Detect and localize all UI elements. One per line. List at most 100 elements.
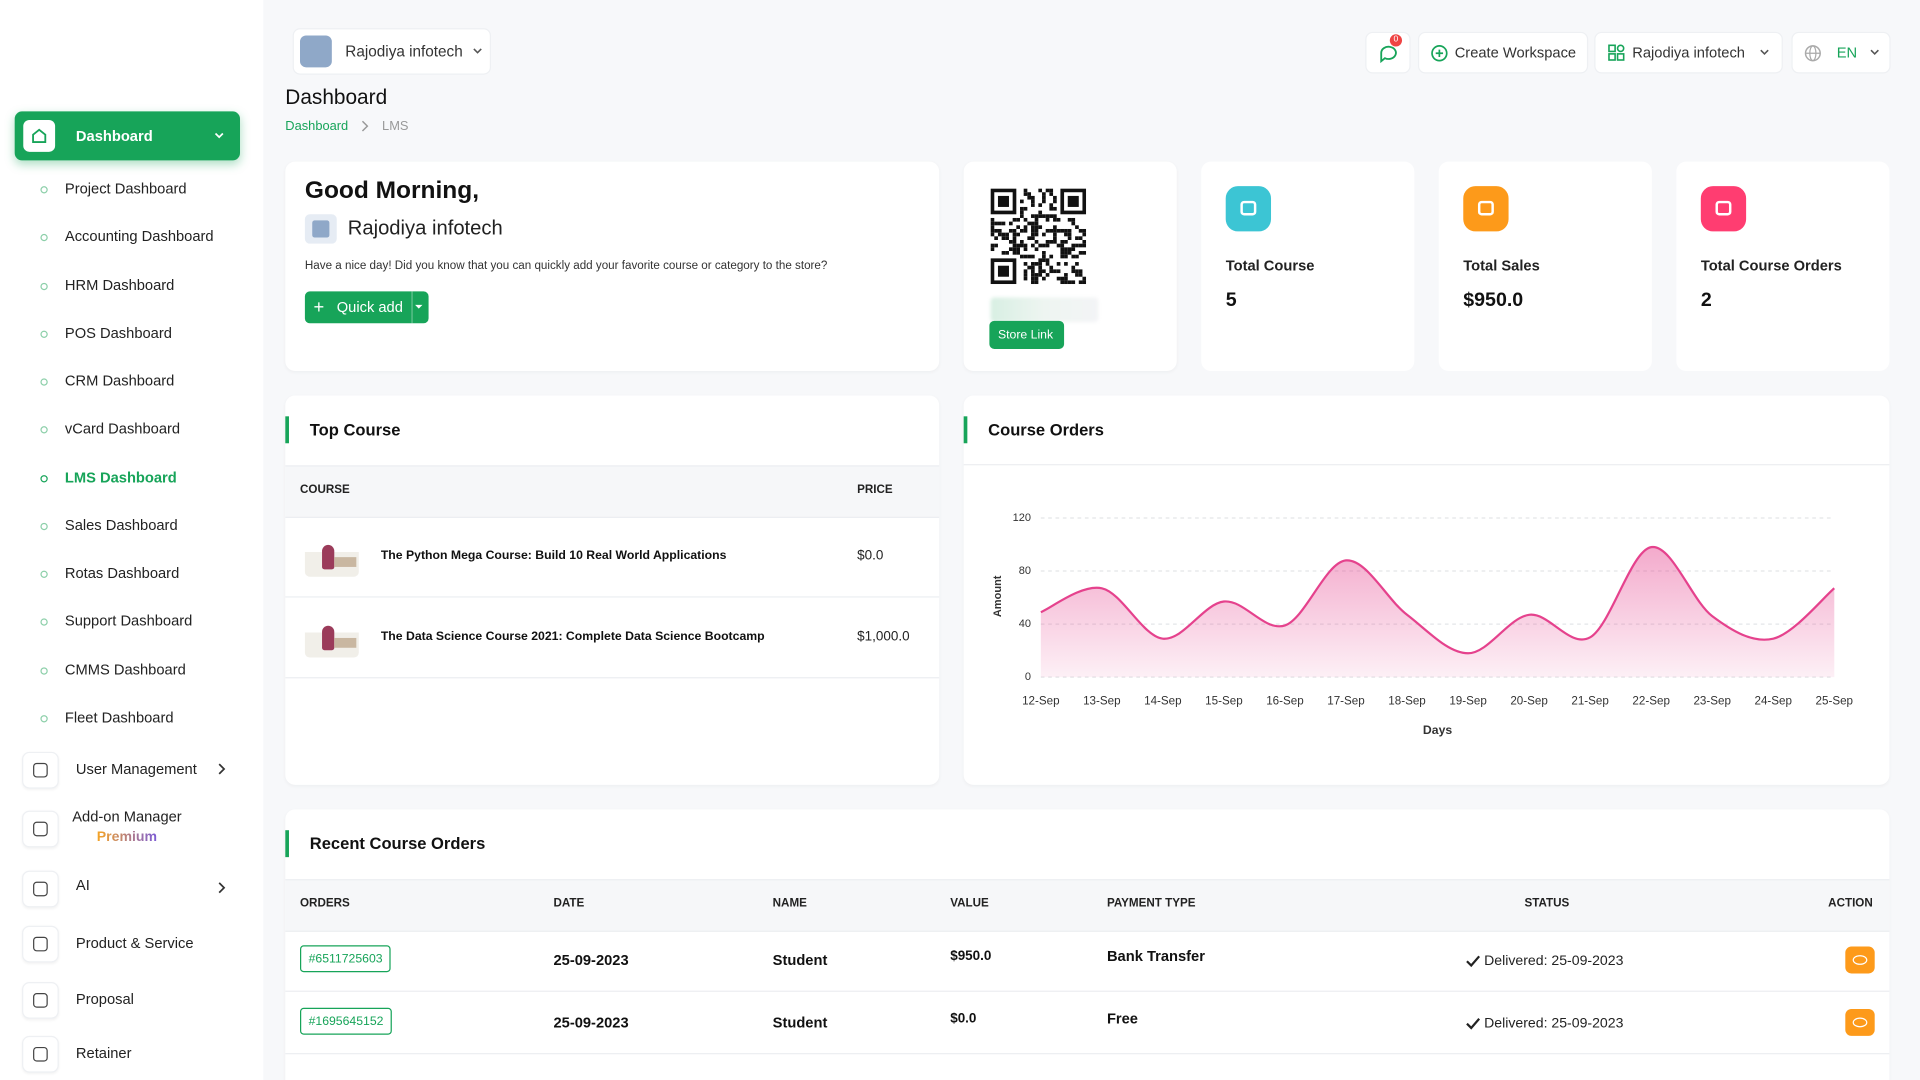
qr-module <box>1071 221 1076 226</box>
qr-module <box>1082 276 1087 281</box>
column-header: ORDERS <box>300 896 350 911</box>
view-button[interactable] <box>1845 946 1875 974</box>
qr-module <box>1027 265 1032 270</box>
submenu-label: CMMS Dashboard <box>64 660 186 678</box>
customer-name: Student <box>772 951 828 969</box>
home-icon <box>32 128 47 143</box>
bullet <box>40 330 48 338</box>
qr-module <box>1034 247 1039 252</box>
qr-module <box>1023 269 1028 274</box>
workspace-name: Rajodiya infotech <box>345 42 463 61</box>
icon-glyph <box>33 993 48 1008</box>
chevron-path <box>218 763 226 775</box>
qr-finder-core <box>997 195 1009 207</box>
submenu-item[interactable]: Sales Dashboard <box>24 508 244 542</box>
submenu-item[interactable]: POS Dashboard <box>24 316 244 350</box>
submenu-item[interactable]: HRM Dashboard <box>24 268 244 302</box>
menu-label: Product & Service <box>75 934 194 952</box>
qr-module <box>1075 269 1079 274</box>
qr-module <box>1045 214 1050 218</box>
qr-module <box>1067 247 1072 252</box>
submenu-item[interactable]: LMS Dashboard <box>24 460 244 494</box>
store-link-button[interactable]: Store Link <box>989 320 1065 349</box>
submenu-item[interactable]: Rotas Dashboard <box>24 556 244 590</box>
submenu-item[interactable]: vCard Dashboard <box>24 412 244 446</box>
x-tick-label: 19-Sep <box>1449 695 1487 708</box>
submenu-item[interactable]: Project Dashboard <box>24 171 244 205</box>
order-id: #1695645152 <box>308 1015 384 1029</box>
x-tick-label: 18-Sep <box>1388 695 1426 708</box>
qr-module <box>994 236 998 241</box>
menu-item[interactable]: User Management <box>22 751 242 789</box>
customer-name: Student <box>772 1013 828 1032</box>
messages-button[interactable]: 0 <box>1365 31 1411 74</box>
submenu-item[interactable]: CRM Dashboard <box>24 364 244 398</box>
qr-module <box>1016 251 1021 255</box>
column-header: VALUE <box>950 896 989 911</box>
qr-finder <box>1060 188 1087 215</box>
qr-module <box>1005 236 1009 241</box>
grid-icon <box>1608 44 1625 61</box>
qr-module <box>1038 269 1043 274</box>
premium-badge: Premium <box>96 830 158 845</box>
stat-label: Total Course Orders <box>1700 257 1842 275</box>
breadcrumb-current: LMS <box>382 118 409 134</box>
qr-module <box>1082 228 1087 233</box>
submenu-item[interactable]: Support Dashboard <box>24 604 244 638</box>
qr-module <box>1031 276 1035 281</box>
bullet <box>40 714 48 723</box>
workspace-switcher[interactable]: Rajodiya infotech <box>292 28 492 75</box>
qr-module <box>1075 243 1079 248</box>
plus-icon: + <box>313 296 325 318</box>
submenu-item[interactable]: CMMS Dashboard <box>24 652 244 686</box>
view-button[interactable] <box>1845 1008 1875 1036</box>
thumbnail-desk <box>334 557 357 567</box>
qr-module <box>1067 232 1072 237</box>
breadcrumb-separator <box>361 120 369 132</box>
qr-module <box>1034 228 1039 233</box>
company-name: Rajodiya infotech <box>347 217 503 240</box>
menu-label: AI <box>75 876 90 894</box>
order-id-link[interactable]: #1695645152 <box>300 1007 393 1035</box>
qr-module <box>1064 251 1068 255</box>
menu-item[interactable]: Retainer <box>22 1035 242 1073</box>
qr-module <box>1012 236 1017 241</box>
qr-module <box>1045 188 1050 193</box>
menu-item[interactable]: Product & Service <box>22 924 242 963</box>
icon-glyph <box>1715 200 1732 216</box>
qr-code <box>990 188 1087 285</box>
user-workspace-menu[interactable]: Rajodiya infotech <box>1594 31 1783 74</box>
decoration <box>1760 49 1769 56</box>
icon-glyph <box>33 762 48 778</box>
submenu-item[interactable]: Accounting Dashboard <box>24 219 244 253</box>
breadcrumb-link[interactable]: Dashboard <box>285 118 349 134</box>
menu-item[interactable]: Add-on Manager Premium <box>22 808 242 848</box>
quick-add-button[interactable]: + Quick add <box>304 291 429 324</box>
qr-module <box>990 228 995 233</box>
active-menu-item[interactable]: Dashboard <box>14 111 241 161</box>
qr-module <box>1034 262 1039 266</box>
qr-module <box>1031 232 1035 237</box>
menu-label: Dashboard <box>75 127 153 145</box>
create-workspace-button[interactable]: Create Workspace <box>1417 31 1589 74</box>
qr-module <box>1001 232 1006 237</box>
menu-icon <box>22 982 59 1019</box>
menu-item[interactable]: AI <box>22 869 242 908</box>
menu-item[interactable]: Proposal <box>22 981 242 1019</box>
qr-module <box>1071 217 1076 222</box>
qr-module <box>1023 225 1028 229</box>
plus-circle-icon <box>1431 45 1448 62</box>
qr-module <box>1053 195 1057 200</box>
decoration <box>1870 49 1879 56</box>
language-menu[interactable]: EN <box>1791 31 1891 74</box>
menu-icon <box>22 925 59 963</box>
order-id-link[interactable]: #6511725603 <box>300 945 392 973</box>
qr-module <box>1067 236 1072 241</box>
qr-module <box>1078 228 1083 233</box>
qr-module <box>1071 243 1076 248</box>
qr-module <box>1045 217 1050 222</box>
submenu-item[interactable]: Fleet Dashboard <box>24 700 244 734</box>
qr-module <box>1049 203 1054 207</box>
qr-module <box>1064 262 1068 266</box>
qr-module <box>994 221 998 226</box>
